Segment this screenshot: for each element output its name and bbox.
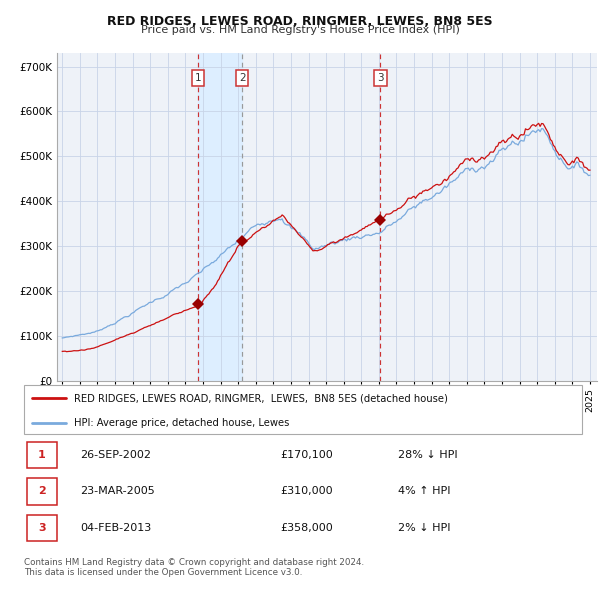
Text: Contains HM Land Registry data © Crown copyright and database right 2024.
This d: Contains HM Land Registry data © Crown c… [24, 558, 364, 577]
Text: £170,100: £170,100 [281, 450, 334, 460]
Text: 04-FEB-2013: 04-FEB-2013 [80, 523, 151, 533]
Text: 2: 2 [239, 73, 245, 83]
Text: RED RIDGES, LEWES ROAD, RINGMER,  LEWES,  BN8 5ES (detached house): RED RIDGES, LEWES ROAD, RINGMER, LEWES, … [74, 394, 448, 404]
Text: 2% ↓ HPI: 2% ↓ HPI [398, 523, 451, 533]
Text: 2: 2 [38, 487, 46, 496]
Text: 4% ↑ HPI: 4% ↑ HPI [398, 487, 451, 496]
Bar [198, 53, 242, 381]
Text: 1: 1 [38, 450, 46, 460]
Text: 3: 3 [38, 523, 46, 533]
Text: 3: 3 [377, 73, 384, 83]
Text: HPI: Average price, detached house, Lewes: HPI: Average price, detached house, Lewe… [74, 418, 290, 428]
Text: 28% ↓ HPI: 28% ↓ HPI [398, 450, 457, 460]
Text: £358,000: £358,000 [281, 523, 334, 533]
Text: RED RIDGES, LEWES ROAD, RINGMER, LEWES, BN8 5ES: RED RIDGES, LEWES ROAD, RINGMER, LEWES, … [107, 15, 493, 28]
Bar [27, 442, 58, 468]
Text: 23-MAR-2005: 23-MAR-2005 [80, 487, 155, 496]
Text: Price paid vs. HM Land Registry's House Price Index (HPI): Price paid vs. HM Land Registry's House … [140, 25, 460, 35]
Bar [27, 478, 58, 504]
Text: 1: 1 [195, 73, 202, 83]
Bar [27, 515, 58, 541]
Text: £310,000: £310,000 [281, 487, 334, 496]
Text: 26-SEP-2002: 26-SEP-2002 [80, 450, 151, 460]
